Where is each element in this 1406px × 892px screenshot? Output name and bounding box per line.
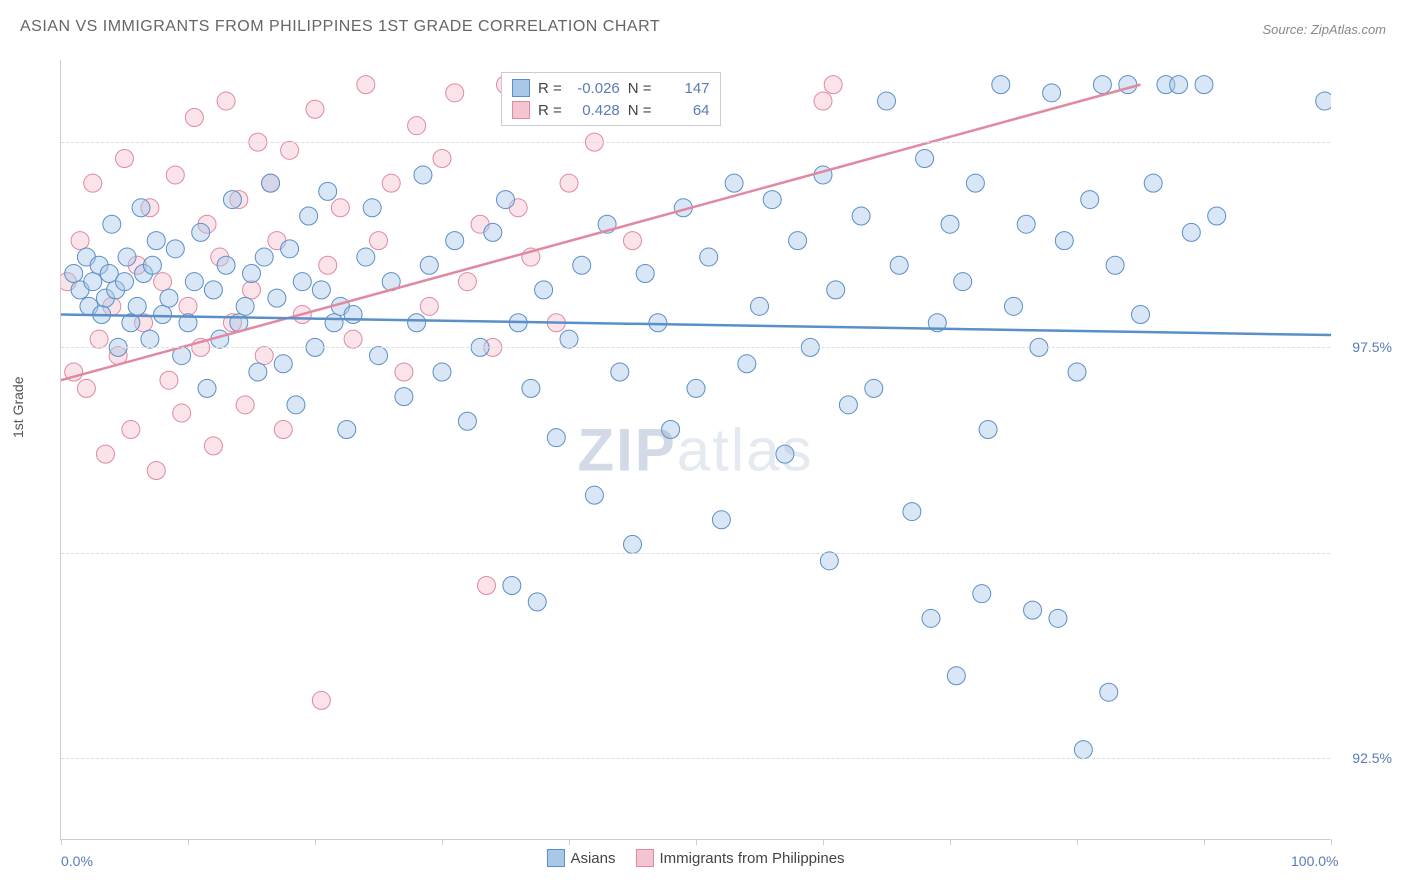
bottom-label-philippines: Immigrants from Philippines: [659, 850, 844, 867]
r-label: R =: [538, 80, 562, 97]
n-value-asians: 147: [660, 80, 710, 97]
stats-legend: R = -0.026 N = 147 R = 0.428 N = 64: [501, 72, 721, 126]
y-tick-label: 92.5%: [1352, 750, 1392, 766]
bottom-swatch-asians: [546, 849, 564, 867]
source-attribution: Source: ZipAtlas.com: [1262, 22, 1386, 37]
bottom-legend-asians: Asians: [546, 849, 615, 867]
scatter-chart-svg: [61, 60, 1331, 840]
chart-title: ASIAN VS IMMIGRANTS FROM PHILIPPINES 1ST…: [20, 18, 660, 36]
stats-legend-row-asians: R = -0.026 N = 147: [512, 77, 710, 99]
y-tick-label: 97.5%: [1352, 339, 1392, 355]
bottom-legend: Asians Immigrants from Philippines: [546, 849, 844, 867]
r-label: R =: [538, 102, 562, 119]
n-label: N =: [628, 102, 652, 119]
x-tick-label: 0.0%: [61, 853, 93, 869]
bottom-legend-philippines: Immigrants from Philippines: [635, 849, 844, 867]
n-value-philippines: 64: [660, 102, 710, 119]
legend-swatch-asians: [512, 79, 530, 97]
n-label: N =: [628, 80, 652, 97]
legend-swatch-philippines: [512, 101, 530, 119]
x-tick-label: 100.0%: [1291, 853, 1338, 869]
bottom-label-asians: Asians: [570, 850, 615, 867]
r-value-asians: -0.026: [570, 80, 620, 97]
stats-legend-row-philippines: R = 0.428 N = 64: [512, 99, 710, 121]
plot-area: ZIPatlas R = -0.026 N = 147 R = 0.428 N …: [60, 60, 1330, 840]
r-value-philippines: 0.428: [570, 102, 620, 119]
chart-container: ZIPatlas R = -0.026 N = 147 R = 0.428 N …: [60, 50, 1330, 830]
bottom-swatch-philippines: [635, 849, 653, 867]
y-axis-label: 1st Grade: [10, 377, 26, 438]
